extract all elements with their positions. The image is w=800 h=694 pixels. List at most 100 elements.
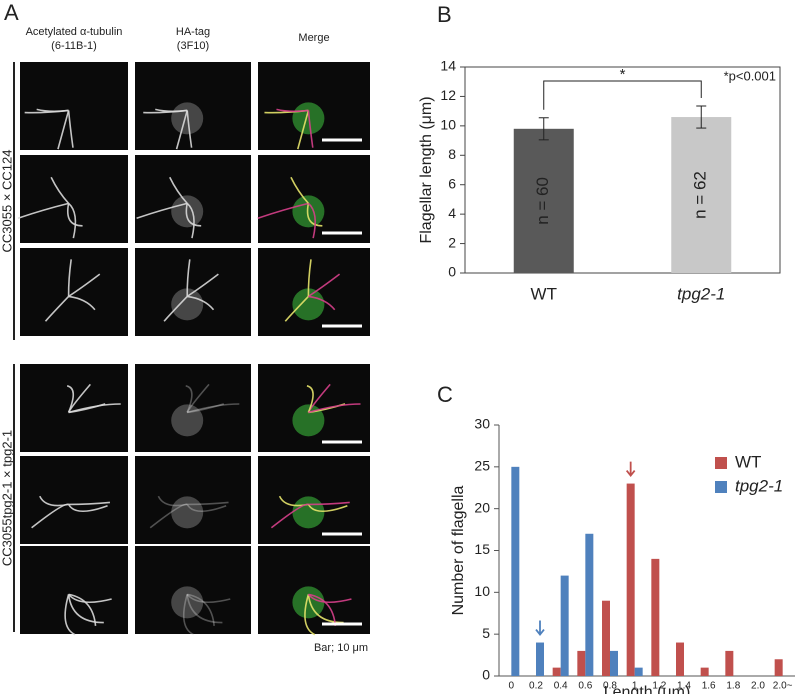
column-header: Merge (298, 32, 329, 44)
y-tick-label: 0 (448, 264, 456, 280)
bar (585, 533, 594, 676)
flagellum (307, 259, 312, 297)
flagellum (68, 403, 121, 414)
flagellum (31, 503, 69, 529)
flagellum (163, 295, 188, 322)
x-tick-label: 2.0~ (773, 681, 793, 692)
x-tick-label: 0.6 (578, 681, 592, 692)
significance-mark: * (620, 66, 626, 83)
flagellum (308, 501, 350, 506)
y-tick-label: 12 (440, 87, 456, 103)
cell-body (292, 195, 325, 228)
flagellum (276, 108, 309, 113)
y-tick-label: 5 (482, 625, 490, 641)
flagellum (307, 594, 344, 624)
flagellum (186, 594, 223, 624)
y-tick-label: 4 (448, 205, 456, 221)
bar (560, 575, 569, 676)
cell-body (292, 586, 325, 619)
arrow (625, 461, 636, 478)
y-tick-label: 0 (482, 667, 490, 683)
flagellum (296, 110, 310, 150)
arrow (535, 620, 545, 636)
bar (676, 642, 684, 676)
x-tick-label: 1.8 (726, 681, 740, 692)
flagellum (57, 110, 70, 150)
legend-swatch (715, 481, 727, 493)
flagellum (157, 495, 188, 507)
micrograph (20, 456, 128, 544)
y-tick-label: 2 (448, 234, 456, 250)
flagellum (186, 593, 231, 604)
flagellum (67, 110, 74, 148)
panel-label: B (437, 2, 452, 27)
flagellum (68, 501, 111, 506)
error-bar (696, 105, 707, 129)
flagellum (187, 501, 229, 506)
y-tick-label: 15 (474, 541, 490, 557)
cell-body (292, 496, 325, 529)
flagellum (257, 202, 309, 219)
column-header: Acetylated α-tubulin (26, 26, 123, 38)
significance-bracket (543, 80, 702, 110)
flagellum (169, 176, 188, 204)
flagellum (136, 202, 188, 219)
bar (651, 558, 660, 676)
error-bar (538, 117, 549, 141)
flagellum (186, 503, 227, 513)
flagellum (270, 503, 309, 529)
flagellum (17, 202, 69, 219)
column-header: HA-tag (176, 26, 210, 38)
legend-label: WT (735, 452, 761, 471)
flagellum (185, 385, 193, 413)
flagellum (36, 108, 69, 113)
flagellum (68, 593, 97, 626)
flagellum (44, 295, 70, 322)
x-tick-label: 1.6 (702, 681, 716, 692)
panel-label: A (4, 0, 19, 25)
x-tick-label: 1.4 (677, 681, 691, 692)
flagellum (67, 503, 108, 513)
cell-body (171, 586, 204, 619)
flagellum (67, 593, 112, 604)
cell-body (171, 288, 204, 321)
flagellum (186, 273, 219, 298)
y-tick-label: 20 (474, 499, 490, 515)
flagellum (68, 295, 96, 311)
legend-label: tpg2-1 (735, 476, 783, 495)
cell-body (292, 288, 325, 321)
y-tick-label: 10 (440, 117, 456, 133)
bar-annotation: n = 62 (691, 171, 710, 219)
y-tick-label: 6 (448, 175, 456, 191)
y-axis-label: Flagellar length (μm) (418, 96, 435, 243)
y-tick-label: 25 (474, 458, 490, 474)
panel-label: C (437, 382, 453, 407)
flagellum (308, 403, 361, 414)
flagellum (306, 385, 314, 413)
bar (774, 659, 783, 676)
row-group-label: CC3055 × CC124 (0, 150, 14, 253)
plot-frame (464, 66, 781, 274)
flagellum (68, 202, 77, 239)
y-tick-label: 8 (448, 146, 456, 162)
bar (626, 483, 635, 676)
bar (536, 642, 544, 676)
flagellum (155, 108, 188, 113)
flagellum (284, 295, 309, 322)
flagellum (187, 295, 215, 311)
flagellum (182, 594, 195, 636)
flagellum (67, 594, 104, 624)
bar (634, 667, 643, 676)
flagellum (186, 202, 195, 239)
scale-note: Bar; 10 μm (314, 642, 368, 654)
row-group-label: CC3055tpg2-1 × tpg2-1 (0, 430, 14, 566)
flagellum (50, 176, 70, 204)
x-tick-label: WT (531, 284, 557, 303)
flagellum (308, 295, 336, 311)
flagellum (307, 202, 317, 239)
x-tick-label: 1 (632, 681, 638, 692)
x-tick-label: 0.4 (554, 681, 568, 692)
y-axis-label: Number of flagella (450, 485, 467, 615)
flagellum (68, 273, 101, 298)
